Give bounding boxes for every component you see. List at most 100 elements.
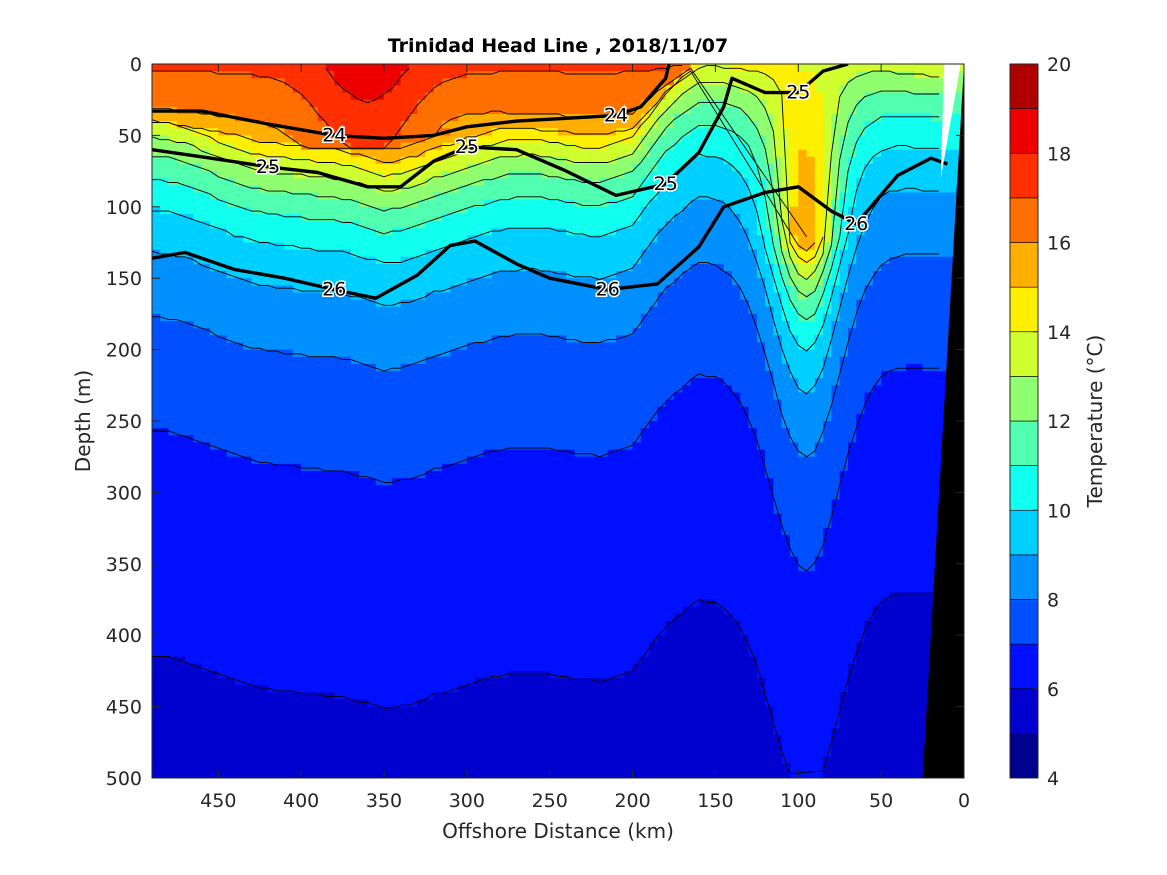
field-cell (516, 256, 526, 265)
field-cell (375, 535, 385, 543)
field-cell (210, 685, 219, 693)
field-cell (400, 485, 410, 493)
field-cell (201, 363, 211, 372)
field-cell (541, 763, 551, 772)
field-cell (533, 321, 543, 329)
field-cell (500, 628, 509, 636)
field-cell (375, 178, 385, 186)
field-cell (193, 113, 203, 122)
field-cell (458, 606, 468, 615)
field-cell (218, 406, 228, 415)
field-cell (483, 720, 493, 729)
field-cell (359, 570, 369, 579)
field-cell (500, 413, 509, 422)
field-cell (342, 378, 352, 386)
field-cell (384, 149, 393, 158)
field-cell (408, 242, 418, 251)
field-cell (160, 478, 170, 486)
field-cell (549, 499, 559, 508)
field-cell (408, 706, 418, 715)
field-cell (508, 106, 518, 115)
field-cell (342, 535, 352, 543)
field-cell (433, 592, 443, 601)
field-cell (193, 171, 203, 179)
field-cell (384, 163, 393, 172)
field-cell (193, 735, 203, 743)
field-cell (433, 763, 443, 772)
field-cell (218, 563, 228, 572)
field-cell (433, 263, 443, 272)
field-cell (524, 663, 534, 672)
field-cell (466, 335, 476, 344)
field-cell (491, 285, 501, 294)
field-cell (466, 242, 476, 251)
field-cell (259, 363, 269, 372)
field-cell (243, 363, 253, 372)
field-cell (243, 92, 253, 101)
field-cell (218, 620, 228, 629)
field-cell (234, 706, 244, 715)
field-cell (334, 256, 344, 265)
field-cell (218, 306, 228, 315)
field-cell (491, 606, 501, 615)
field-cell (251, 442, 261, 451)
field-cell (516, 142, 526, 151)
field-cell (483, 171, 493, 179)
field-cell (292, 513, 302, 522)
field-cell (549, 342, 559, 351)
field-cell (516, 371, 526, 379)
field-cell (384, 85, 393, 94)
field-cell (251, 578, 261, 586)
field-cell (375, 678, 385, 686)
field-cell (268, 663, 277, 672)
field-cell (500, 492, 509, 501)
field-cell (408, 142, 418, 151)
field-cell (185, 428, 195, 436)
field-cell (400, 628, 410, 636)
field-cell (533, 628, 543, 636)
field-cell (309, 213, 319, 222)
field-cell (466, 606, 476, 615)
field-cell (524, 349, 534, 358)
field-cell (201, 192, 211, 201)
field-cell (326, 635, 335, 643)
field-cell (491, 78, 501, 87)
field-cell (466, 313, 476, 322)
field-cell (251, 328, 261, 336)
field-cell (425, 578, 435, 586)
field-cell (176, 506, 186, 515)
field-cell (309, 278, 319, 286)
field-cell (326, 199, 335, 208)
field-cell (193, 292, 203, 301)
field-cell (251, 678, 261, 686)
field-cell (243, 313, 253, 322)
field-cell (268, 463, 277, 472)
field-cell (168, 499, 178, 508)
field-cell (210, 235, 219, 244)
field-cell (317, 685, 327, 693)
field-cell (276, 563, 286, 572)
field-cell (268, 349, 277, 358)
field-cell (284, 442, 294, 451)
field-cell (442, 406, 451, 415)
field-cell (268, 328, 277, 336)
field-cell (359, 735, 369, 743)
field-cell (408, 578, 418, 586)
field-cell (475, 85, 485, 94)
field-cell (417, 620, 427, 629)
field-cell (408, 92, 418, 101)
field-cell (417, 713, 427, 722)
field-cell (201, 628, 211, 636)
field-cell (359, 371, 369, 379)
field-cell (508, 542, 518, 551)
field-cell (475, 321, 485, 329)
field-cell (433, 606, 443, 615)
field-cell (558, 106, 567, 115)
field-cell (541, 249, 551, 258)
field-cell (201, 556, 211, 565)
field-cell (226, 770, 236, 778)
field-cell (160, 635, 170, 643)
field-cell (218, 271, 228, 279)
field-cell (276, 520, 286, 529)
field-cell (433, 78, 443, 87)
